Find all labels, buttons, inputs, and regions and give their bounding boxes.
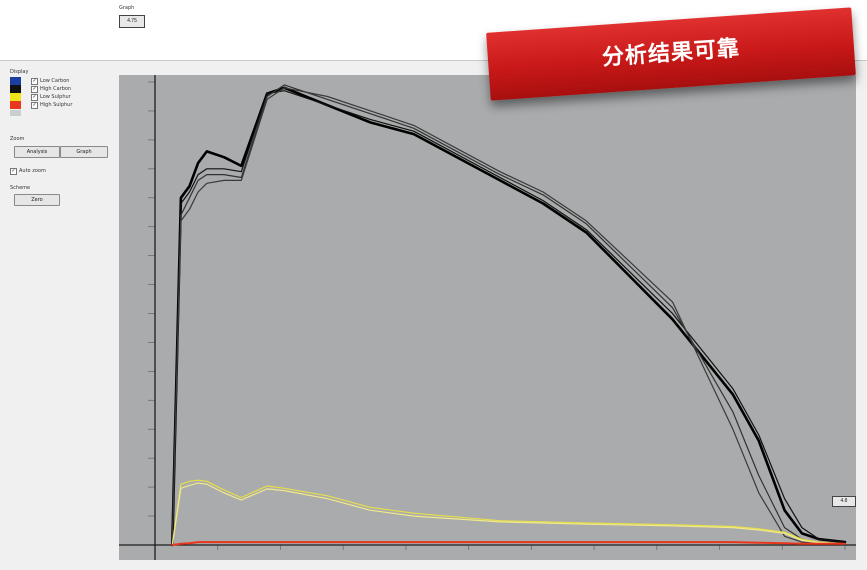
auto-zoom-label: Auto zoom xyxy=(19,168,46,174)
graph-button[interactable]: Graph xyxy=(60,146,108,158)
display-section-title: Display xyxy=(10,69,29,75)
color-swatch xyxy=(10,93,21,101)
plot-background xyxy=(119,75,856,560)
checkbox-icon[interactable]: ✓ xyxy=(31,102,38,109)
analysis-button[interactable]: Analysis xyxy=(14,146,60,158)
series-line xyxy=(171,84,846,546)
checkbox-icon[interactable]: ✓ xyxy=(31,78,38,85)
legend-label: Low Sulphur xyxy=(40,94,71,100)
legend-item-high-sulphur[interactable]: ✓ High Sulphur xyxy=(10,101,110,109)
series-line xyxy=(171,482,846,546)
checkbox-icon[interactable]: ✓ xyxy=(10,168,17,175)
scheme-section-title: Scheme xyxy=(10,185,31,191)
series-line xyxy=(171,479,846,546)
checkbox-icon[interactable]: ✓ xyxy=(31,86,38,93)
legend-item-high-carbon[interactable]: ✓ High Carbon xyxy=(10,85,110,93)
legend-item-low-sulphur[interactable]: ✓ Low Sulphur xyxy=(10,93,110,101)
series-line xyxy=(171,87,846,546)
zoom-bottom-box[interactable]: 4.8 xyxy=(832,496,856,507)
checkbox-icon[interactable]: ✓ xyxy=(31,94,38,101)
legend-label: High Carbon xyxy=(40,86,72,92)
color-swatch xyxy=(10,85,21,93)
empty-swatch xyxy=(10,110,21,116)
series-line xyxy=(171,541,846,546)
graph-title: Graph xyxy=(119,5,135,11)
legend-label: High Sulphur xyxy=(40,102,73,108)
control-panel: Display ✓ Low Carbon ✓ High Carbon ✓ Low… xyxy=(10,69,116,564)
zoom-top-box[interactable]: 4.75 xyxy=(119,15,145,28)
zoom-section-title: Zoom xyxy=(10,136,25,142)
legend-label: Low Carbon xyxy=(40,78,70,84)
zero-button[interactable]: Zero xyxy=(14,194,60,206)
color-swatch xyxy=(10,77,21,85)
color-swatch xyxy=(10,101,21,109)
auto-zoom-row[interactable]: ✓ Auto zoom xyxy=(10,167,100,175)
legend-item-low-carbon[interactable]: ✓ Low Carbon xyxy=(10,77,110,85)
series-line xyxy=(171,86,847,547)
series-line xyxy=(171,90,846,546)
